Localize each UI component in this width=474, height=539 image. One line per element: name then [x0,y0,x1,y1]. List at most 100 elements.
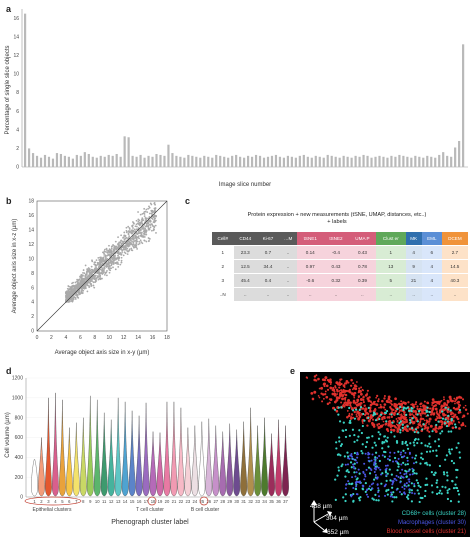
cd68-cell-dot [362,412,365,416]
b-point [135,225,138,228]
vessel-cell-dot [328,398,331,401]
b-point [105,266,108,268]
cd68-cell-dot [360,431,363,435]
cd68-cell-dot [428,442,431,445]
cd68-cell-dot [397,450,400,453]
vessel-cell-dot [344,396,347,399]
vessel-cell-dot [387,395,391,399]
b-point [81,292,84,294]
b-point [71,282,73,285]
vessel-cell-dot [342,388,345,392]
b-point [109,254,112,256]
b-point [86,284,89,287]
vessel-cell-dot [439,400,442,403]
panel-a-y-axis-label: Percentage of single slice objects [5,45,11,134]
d-x-tick-label: 18 [151,499,156,504]
b-point [109,259,112,262]
a-bar [354,155,357,167]
vessel-cell-dot [428,420,431,423]
vessel-cell-dot [414,403,417,406]
cd68-cell-dot [361,424,364,428]
b-point [99,258,102,261]
cd68-cell-dot [456,489,460,493]
b-point [151,224,154,227]
d-x-tick-label: 7 [75,499,78,504]
cd68-cell-dot [413,485,416,488]
cd68-cell-dot [363,419,366,422]
cd68-cell-dot [342,496,345,499]
d-x-tick-label: 10 [95,499,100,504]
macrophage-dot [368,453,371,456]
b-point [69,298,71,301]
a-bar [147,155,150,167]
b-point [71,286,74,288]
macrophage-dot [376,476,379,479]
vessel-cell-dot [443,402,447,406]
a-bar [235,154,238,167]
b-point [150,229,153,232]
cd68-cell-dot [406,406,409,409]
b-point [94,281,97,284]
cd68-cell-dot [341,463,344,466]
vessel-cell-dot [428,423,430,425]
vessel-cell-dot [355,415,358,418]
vessel-cell-dot [366,397,370,400]
cd68-cell-dot [346,451,349,454]
macrophage-dot [394,477,397,480]
a-bar [24,13,27,167]
vessel-cell-dot [313,390,317,394]
b-point [125,243,128,245]
vessel-cell-dot [372,402,375,405]
cd68-cell-dot [396,469,399,472]
b-point [147,225,150,227]
table-header-cell: tSNE1 [297,232,324,246]
a-bar [143,157,146,167]
vessel-cell-dot [343,386,346,389]
table-header-cell: Clust er [376,232,406,246]
b-point [99,278,102,281]
vessel-cell-dot [324,390,327,393]
cd68-cell-dot [395,441,399,444]
cd68-cell-dot [410,489,413,492]
macrophage-dot [399,471,402,474]
vessel-cell-dot [326,402,330,406]
a-bar [258,155,262,167]
a-bar [31,153,35,167]
vessel-cell-dot [461,398,465,401]
vessel-cell-dot [439,419,443,423]
table-cell: 13 [376,259,406,274]
b-point [74,281,77,284]
cd68-cell-dot [349,419,352,422]
macrophage-dot [408,480,411,483]
b-point [102,257,104,259]
vessel-cell-dot [418,412,421,415]
cd68-cell-dot [455,446,458,449]
b-y-tick-label: 10 [28,256,34,262]
dim-label-y: 304 µm [326,515,348,522]
vessel-cell-dot [390,415,394,419]
violin-cluster-34 [261,417,268,497]
d-x-tick-label: 36 [276,499,281,504]
vessel-cell-dot [427,402,430,405]
vessel-cell-dot [433,412,436,415]
vessel-cell-dot [321,378,325,382]
cd68-cell-dot [347,455,350,458]
vessel-cell-dot [447,406,450,409]
vessel-cell-dot [387,397,391,401]
vessel-cell-dot [349,401,352,404]
macrophage-dot [395,460,398,463]
vessel-cell-dot [358,415,362,418]
vessel-cell-dot [354,403,357,405]
vessel-cell-dot [347,414,351,418]
b-point [131,249,134,252]
vessel-cell-dot [357,395,361,398]
cd68-cell-dot [385,409,389,413]
b-point [86,272,88,274]
d-y-tick-label: 200 [15,475,24,481]
d-x-tick-label: 24 [193,499,198,504]
b-x-tick-label: 4 [64,335,67,341]
cd68-cell-dot [336,474,339,477]
a-y-tick-label: 4 [16,127,19,133]
cd68-cell-dot [418,500,421,504]
a-bar [131,155,134,167]
